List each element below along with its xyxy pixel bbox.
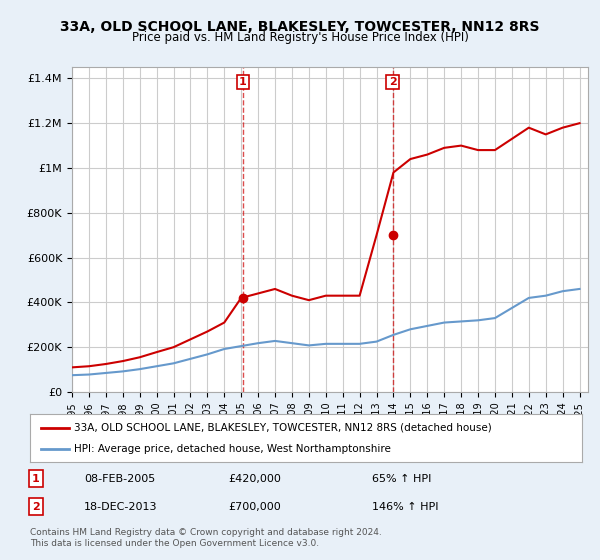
- Text: 18-DEC-2013: 18-DEC-2013: [84, 502, 157, 512]
- Text: 2: 2: [32, 502, 40, 512]
- Text: 2: 2: [389, 77, 397, 87]
- Text: £700,000: £700,000: [228, 502, 281, 512]
- Text: £420,000: £420,000: [228, 474, 281, 484]
- Text: Contains HM Land Registry data © Crown copyright and database right 2024.
This d: Contains HM Land Registry data © Crown c…: [30, 528, 382, 548]
- Text: 1: 1: [32, 474, 40, 484]
- Text: 146% ↑ HPI: 146% ↑ HPI: [372, 502, 439, 512]
- Text: HPI: Average price, detached house, West Northamptonshire: HPI: Average price, detached house, West…: [74, 444, 391, 454]
- Text: 1: 1: [239, 77, 247, 87]
- Text: 65% ↑ HPI: 65% ↑ HPI: [372, 474, 431, 484]
- Text: 33A, OLD SCHOOL LANE, BLAKESLEY, TOWCESTER, NN12 8RS (detached house): 33A, OLD SCHOOL LANE, BLAKESLEY, TOWCEST…: [74, 423, 492, 433]
- Text: Price paid vs. HM Land Registry's House Price Index (HPI): Price paid vs. HM Land Registry's House …: [131, 31, 469, 44]
- Text: 33A, OLD SCHOOL LANE, BLAKESLEY, TOWCESTER, NN12 8RS: 33A, OLD SCHOOL LANE, BLAKESLEY, TOWCEST…: [60, 20, 540, 34]
- Text: 08-FEB-2005: 08-FEB-2005: [84, 474, 155, 484]
